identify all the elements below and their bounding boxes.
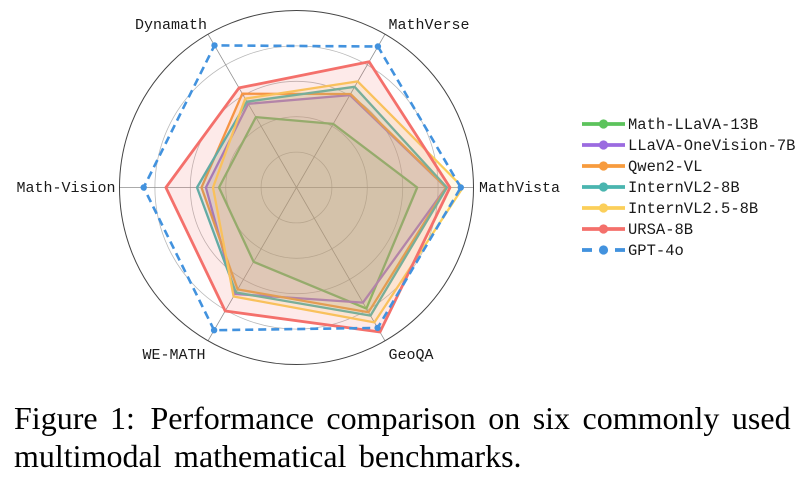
svg-text:LLaVA-OneVision-7B: LLaVA-OneVision-7B (628, 137, 795, 155)
svg-text:InternVL2.5-8B: InternVL2.5-8B (628, 200, 758, 218)
svg-text:GeoQA: GeoQA (388, 347, 433, 364)
svg-text:Dynamath: Dynamath (135, 17, 207, 34)
svg-text:URSA-8B: URSA-8B (628, 221, 693, 239)
svg-text:InternVL2-8B: InternVL2-8B (628, 179, 740, 197)
svg-text:GPT-4o: GPT-4o (628, 242, 684, 260)
svg-text:MathVista: MathVista (479, 180, 560, 197)
svg-text:MathVerse: MathVerse (388, 17, 469, 34)
svg-text:WE-MATH: WE-MATH (142, 347, 205, 364)
svg-text:Qwen2-VL: Qwen2-VL (628, 158, 702, 176)
svg-text:Math-Vision: Math-Vision (16, 180, 115, 197)
svg-text:Math-LLaVA-13B: Math-LLaVA-13B (628, 116, 758, 134)
